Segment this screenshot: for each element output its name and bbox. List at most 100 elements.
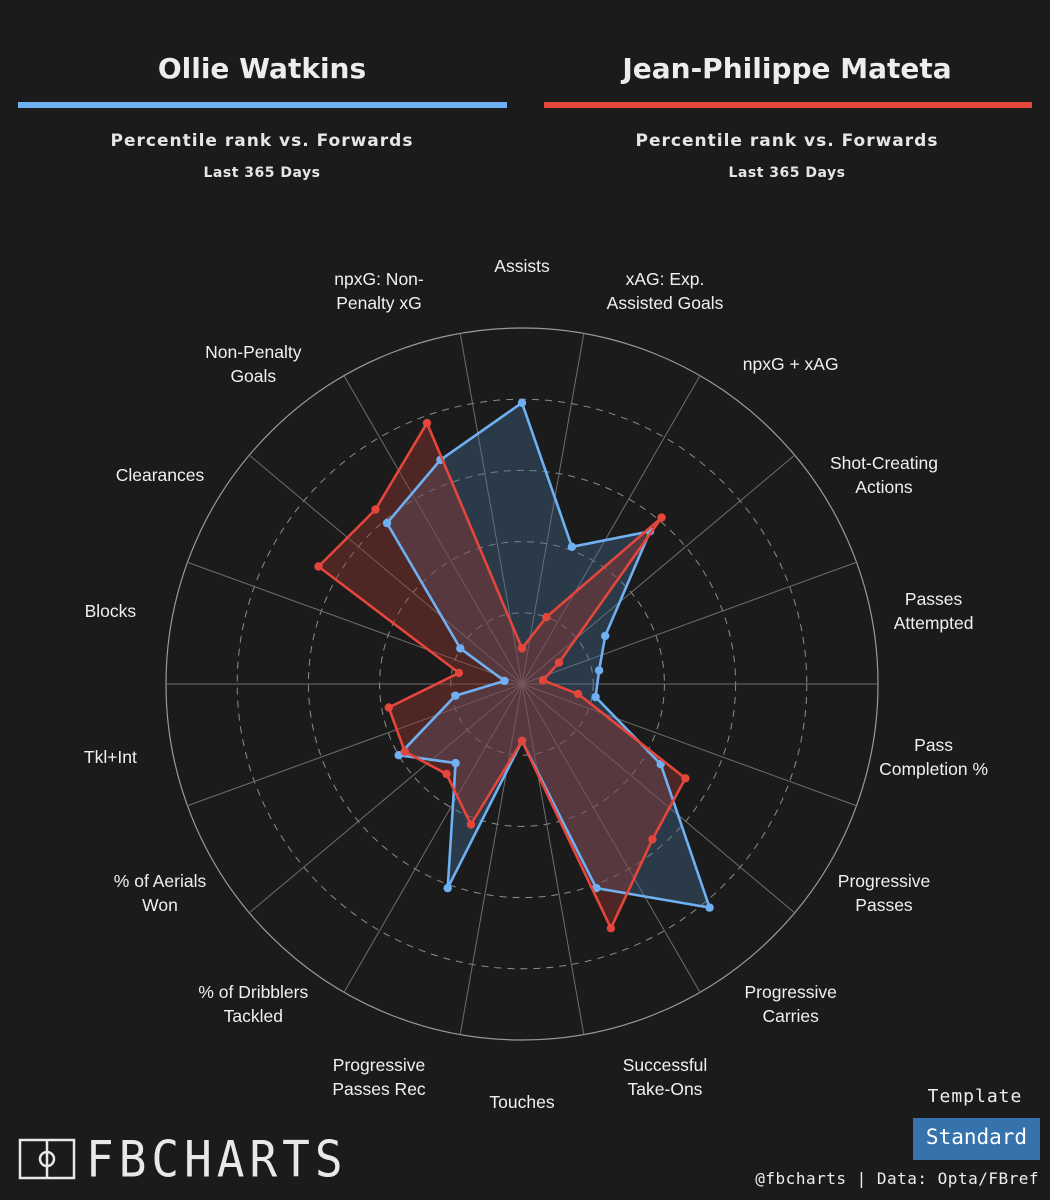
category-label: Touches — [437, 1090, 607, 1114]
radar-spoke — [343, 683, 523, 993]
category-label-line: npxG + xAG — [742, 353, 839, 374]
player2-color-bar — [544, 102, 1032, 108]
category-label-line: Carries — [762, 1006, 819, 1027]
category-label-line: Blocks — [84, 601, 137, 622]
category-label-line: Passes — [904, 589, 963, 610]
series-2-point-18 — [554, 658, 564, 667]
radar-series — [314, 398, 714, 933]
data-credit: @fbcharts | Data: Opta/FBref — [755, 1169, 1039, 1188]
series-2-point-6 — [517, 736, 527, 746]
category-label-line: Tackled — [223, 1006, 283, 1027]
player2-subtitle: Percentile rank vs. Forwards — [635, 131, 939, 151]
category-label-line: % of Dribblers — [198, 982, 309, 1003]
radar-spoke — [521, 333, 585, 685]
series-1-point-11 — [500, 676, 509, 686]
player1-subtitle: Percentile rank vs. Forwards — [110, 131, 414, 151]
player2-name: Jean-Philippe Mateta — [622, 52, 952, 85]
radar-spoke — [248, 683, 523, 914]
series-1-point-12 — [456, 644, 465, 653]
series-2-point-16 — [542, 612, 551, 622]
series-1-point-2 — [591, 692, 600, 702]
category-label-line: Clearances — [115, 465, 205, 485]
series-2-point-10 — [384, 703, 393, 712]
series-2-point-12 — [314, 562, 323, 571]
category-label-line: Assists — [494, 256, 550, 276]
category-label: Passes Attempted — [849, 587, 1019, 635]
category-label-line: Goals — [230, 365, 277, 386]
category-label: Assists — [437, 254, 607, 278]
series-1-point-9 — [394, 751, 403, 760]
series-2-point-14 — [422, 418, 432, 428]
category-label: Progressive Passes Rec — [294, 1053, 464, 1101]
player1-color-bar — [18, 102, 507, 108]
category-label-line: Tkl+Int — [83, 746, 137, 767]
radar-spoke — [521, 375, 701, 685]
category-label: Blocks — [25, 599, 195, 623]
series-1-point-18 — [601, 631, 610, 641]
category-label-line: Attempted — [893, 613, 974, 634]
category-label-line: Progressive — [837, 871, 931, 891]
series-2-point-4 — [648, 835, 657, 844]
series-area-1 — [387, 402, 710, 908]
series-area-2 — [318, 423, 686, 929]
category-label-line: Touches — [489, 1092, 555, 1112]
radar-spoke — [521, 683, 701, 993]
category-label: npxG + xAG — [706, 352, 876, 376]
category-label-line: Progressive — [332, 1054, 426, 1075]
player1-period: Last 365 Days — [203, 165, 321, 181]
category-label: Progressive Carries — [706, 980, 876, 1028]
series-1-point-15 — [517, 398, 527, 407]
category-label: Non-Penalty Goals — [168, 340, 338, 388]
category-label-line: Won — [142, 895, 178, 915]
series-1-point-16 — [567, 542, 577, 551]
series-2-point-9 — [400, 747, 409, 756]
category-label: xAG: Exp. Assisted Goals — [580, 267, 750, 315]
category-label: Successful Take-Ons — [580, 1053, 750, 1101]
category-label: Progressive Passes — [799, 869, 969, 917]
series-2-point-2 — [573, 689, 583, 699]
series-2-point-13 — [371, 505, 380, 514]
category-label-line: Non-Penalty — [205, 341, 302, 362]
category-label-line: Passes Rec — [332, 1078, 426, 1099]
radar-spoke — [521, 683, 796, 914]
category-label-line: Actions — [855, 477, 913, 497]
category-label-line: Progressive — [744, 982, 837, 1003]
template-badge[interactable]: Standard — [913, 1118, 1040, 1160]
series-1-point-13 — [382, 518, 392, 528]
pitch-logo-icon — [18, 1138, 76, 1180]
category-label-line: Pass — [914, 734, 954, 755]
category-label: Pass Completion % — [849, 733, 1019, 781]
series-2-point-1 — [538, 676, 548, 685]
series-2-point-5 — [606, 924, 616, 933]
category-label-line: Take-Ons — [627, 1078, 703, 1099]
radar-spoke — [521, 683, 585, 1035]
radar-spoke — [343, 375, 523, 685]
player2-period: Last 365 Days — [728, 165, 846, 181]
player1-name: Ollie Watkins — [157, 52, 367, 85]
radar-spoke — [521, 561, 857, 685]
template-title: Template — [927, 1086, 1023, 1107]
series-1-point-4 — [705, 903, 714, 912]
category-label: % of Aerials Won — [75, 869, 245, 917]
category-label: npxG: Non- Penalty xG — [294, 267, 464, 315]
category-label-line: Successful — [622, 1054, 708, 1075]
series-2-point-15 — [517, 644, 527, 653]
category-label: % of Dribblers Tackled — [168, 980, 338, 1028]
category-label-line: % of Aerials — [113, 871, 207, 891]
category-label-line: Passes — [855, 895, 913, 915]
series-2-point-8 — [442, 769, 451, 779]
radar-spoke — [187, 683, 523, 807]
series-1-point-8 — [451, 758, 460, 768]
category-label-line: xAG: Exp. — [625, 269, 705, 290]
series-2-point-17 — [657, 513, 666, 522]
radar-spoke — [521, 454, 796, 685]
series-2-point-3 — [681, 774, 690, 783]
radar-spoke — [248, 454, 523, 685]
category-label: Clearances — [75, 463, 245, 487]
series-1-point-7 — [443, 883, 452, 893]
category-label-line: Shot-Creating — [830, 453, 938, 473]
category-label-line: Penalty xG — [336, 293, 422, 314]
radar-spoke — [521, 683, 857, 807]
category-label: Shot-Creating Actions — [799, 451, 969, 499]
